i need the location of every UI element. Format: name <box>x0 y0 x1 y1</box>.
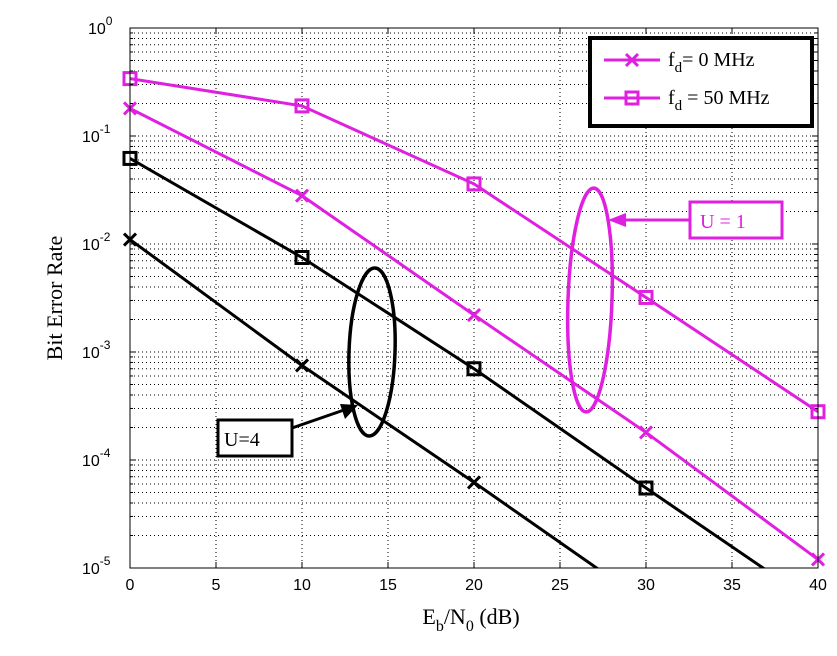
data-point-square <box>294 249 310 265</box>
series-line-2 <box>130 157 766 568</box>
x-tick-label: 0 <box>126 577 135 594</box>
annotation-u1-label: U = 1 <box>700 211 746 233</box>
legend-box <box>588 36 814 128</box>
x-axis-title: Eb/N0 (dB) <box>422 604 519 635</box>
x-tick-label: 5 <box>212 577 221 594</box>
y-tick-label: 10-4 <box>82 446 111 470</box>
y-axis-title: Bit Error Rate <box>42 236 67 361</box>
y-tick-label: 10-3 <box>82 338 111 362</box>
x-tick-label: 20 <box>465 577 483 594</box>
annotation-u1-box <box>688 200 784 240</box>
y-tick-label: 100 <box>88 14 113 38</box>
data-point-x <box>466 307 482 323</box>
y-tick-label: 10-2 <box>82 230 111 254</box>
axis-ticks <box>129 28 819 569</box>
annotation-u4: U=4 <box>216 404 358 458</box>
annotation-u4-label: U=4 <box>224 429 260 451</box>
series-line-3 <box>130 238 600 568</box>
data-point-square <box>466 176 482 192</box>
data-point-square <box>466 361 482 377</box>
x-tick-label: 30 <box>637 577 655 594</box>
data-point-x <box>466 475 482 490</box>
data-point-square <box>638 480 654 496</box>
group-ellipses <box>347 186 615 438</box>
x-tick-labels: 0 5 10 15 20 25 30 35 40 <box>126 577 827 594</box>
y-tick-labels: 100 10-1 10-2 10-3 10-4 10-5 <box>82 14 113 578</box>
data-point-square <box>638 289 654 305</box>
annotation-u4-box <box>216 418 294 458</box>
y-tick-label: 10-1 <box>82 122 111 146</box>
u4-ellipse <box>347 266 397 438</box>
x-tick-label: 15 <box>379 577 397 594</box>
legend-marker-square <box>624 90 640 106</box>
x-tick-label: 40 <box>809 577 827 594</box>
data-point-x <box>294 188 310 203</box>
data-point-x <box>638 425 654 440</box>
series-line-0 <box>130 77 818 413</box>
data-point-square <box>294 98 310 114</box>
legend-label-0: fd= 0 MHz <box>668 49 755 76</box>
series-layer <box>122 71 826 568</box>
y-tick-label: 10-5 <box>82 554 111 578</box>
legend-marker-x <box>624 52 640 68</box>
data-point-x <box>294 358 310 373</box>
x-tick-label: 10 <box>293 577 311 594</box>
legend: fd= 0 MHz fd = 50 MHz <box>588 36 814 128</box>
legend-label-1: fd = 50 MHz <box>668 87 770 114</box>
x-tick-label: 35 <box>723 577 741 594</box>
annotation-u1: U = 1 <box>608 200 784 240</box>
x-tick-label: 25 <box>551 577 569 594</box>
u1-ellipse <box>565 186 615 414</box>
